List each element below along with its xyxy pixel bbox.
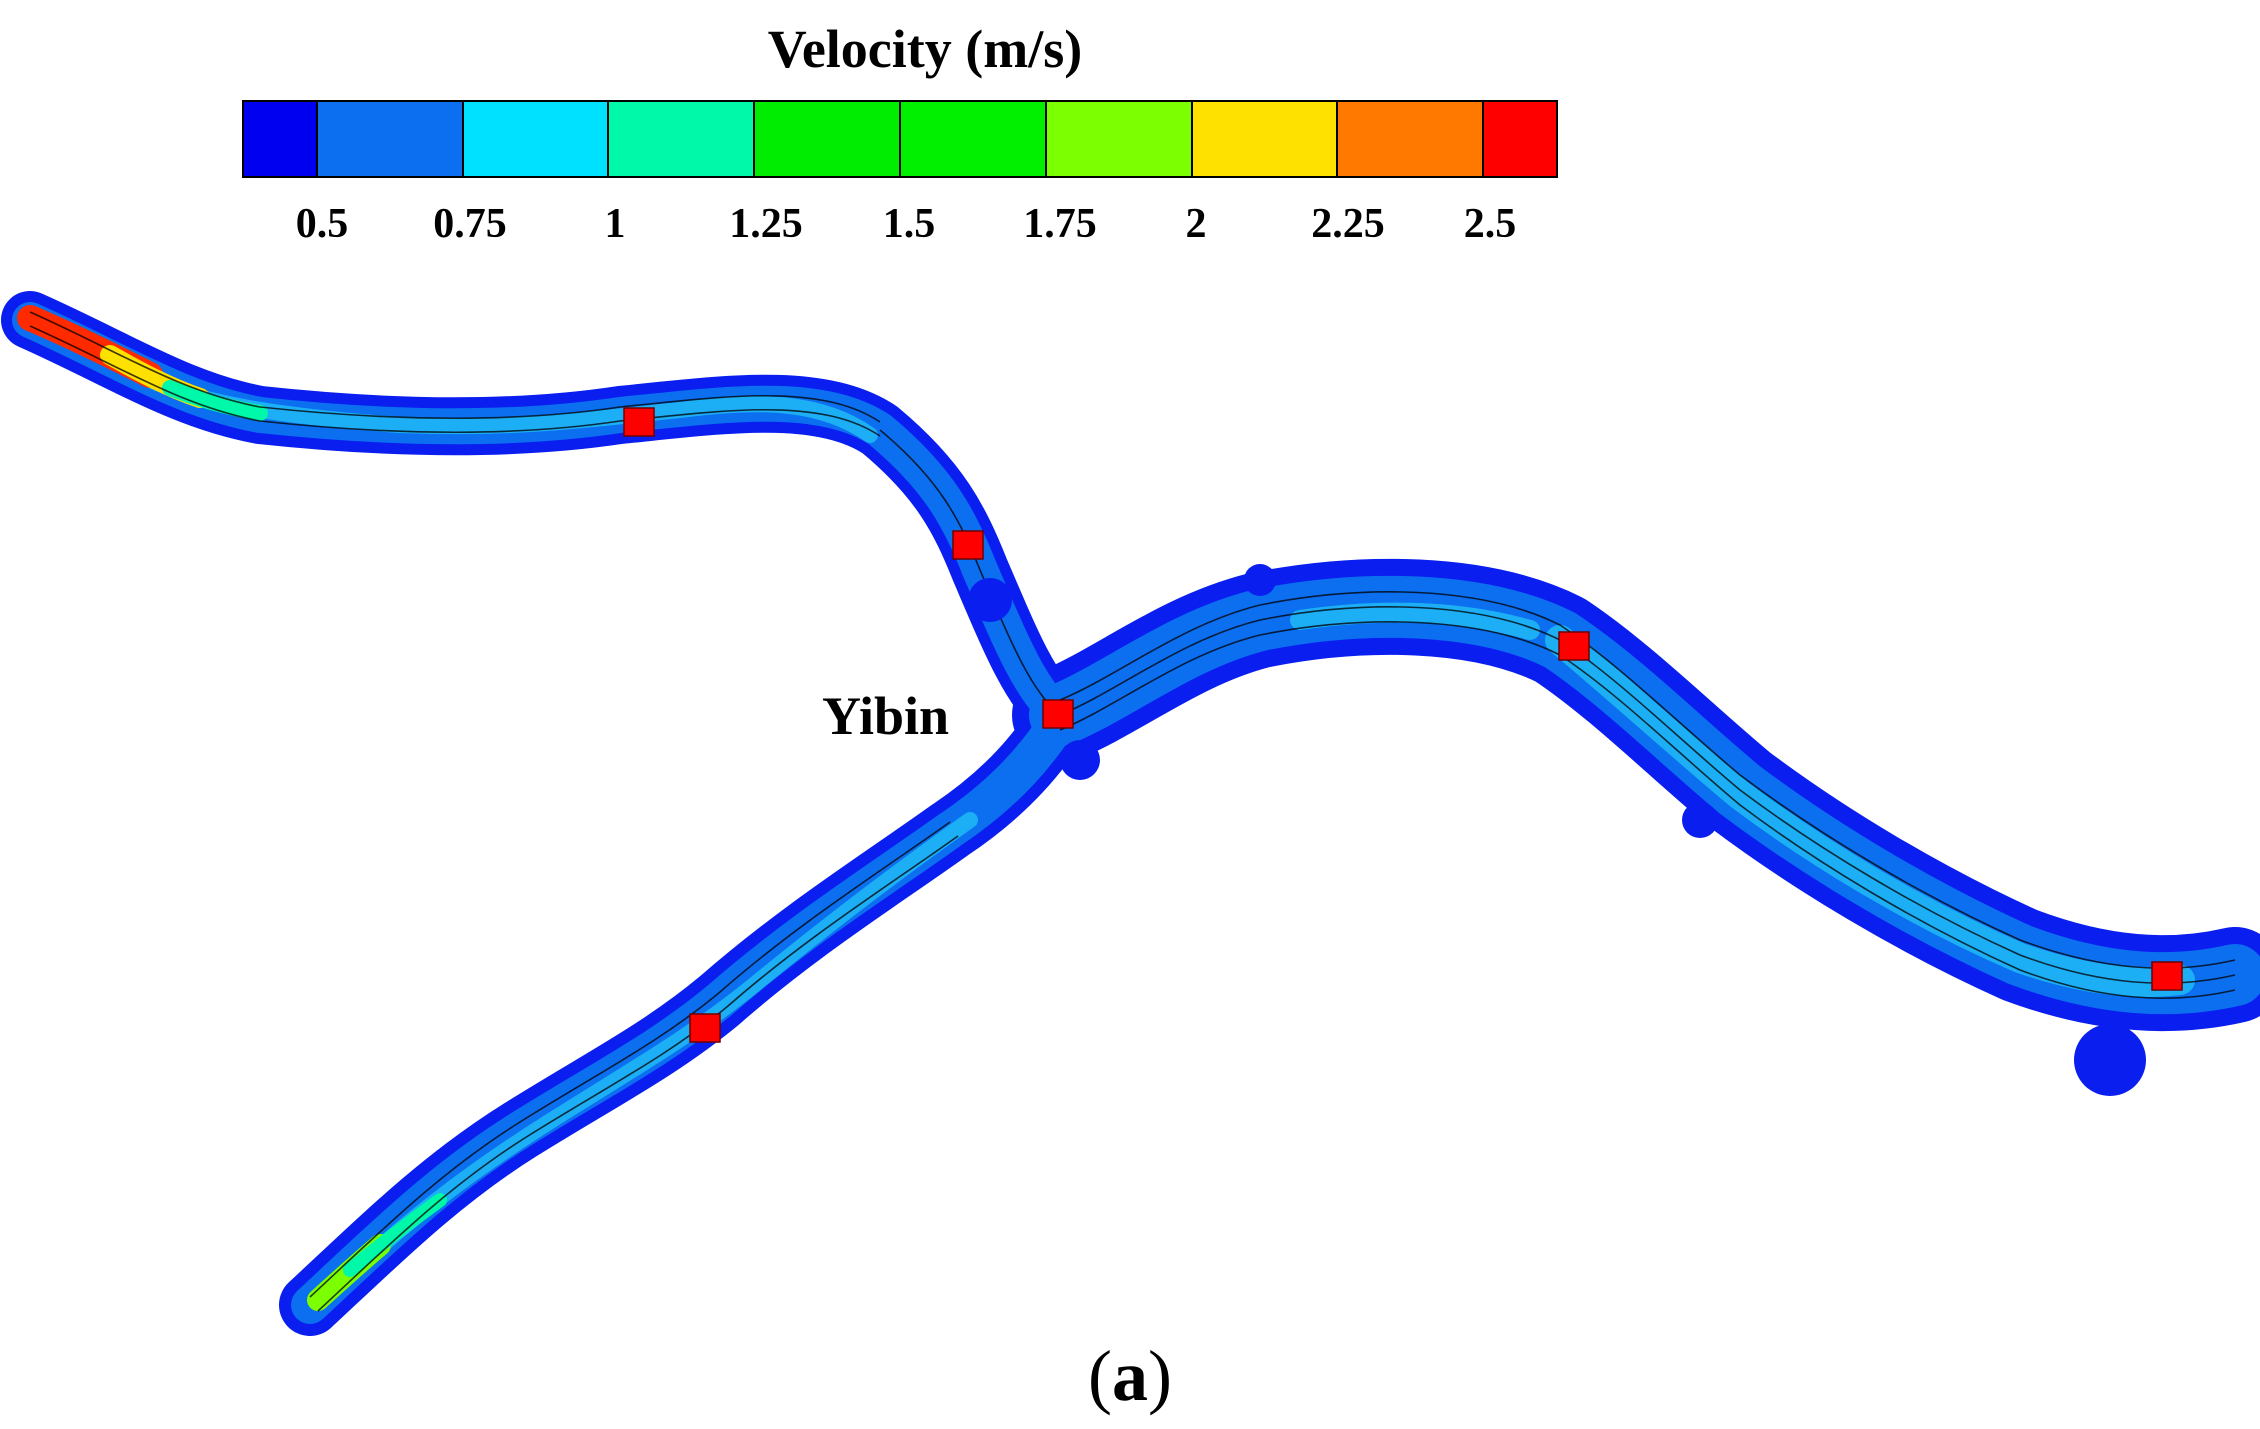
tick-label: 0.75 bbox=[433, 201, 507, 247]
colorbar-swatch bbox=[609, 102, 756, 176]
colorbar-swatch bbox=[901, 102, 1047, 176]
colorbar-swatch bbox=[1484, 102, 1557, 176]
station-marker bbox=[1042, 699, 1074, 729]
station-marker bbox=[2151, 961, 2183, 991]
flow-streamlines bbox=[29, 311, 2236, 1312]
station-marker bbox=[689, 1013, 721, 1043]
caption-close: ) bbox=[1148, 1336, 1172, 1416]
legend-title: Velocity (m/s) bbox=[767, 19, 1083, 79]
high-velocity-zones bbox=[17, 305, 447, 1311]
colorbar-swatch bbox=[317, 102, 464, 176]
tick-label: 1 bbox=[604, 201, 626, 247]
station-marker bbox=[1558, 631, 1590, 661]
colorbar-swatch bbox=[463, 102, 610, 176]
monitoring-stations bbox=[623, 407, 2183, 1043]
caption-letter: a bbox=[1112, 1336, 1148, 1416]
colorbar-swatch bbox=[244, 102, 318, 176]
velocity-colorbar bbox=[242, 100, 1558, 178]
river-middle-band bbox=[12, 302, 2260, 1324]
east-channel-outer bbox=[1012, 558, 2260, 1032]
tick-label: 1.25 bbox=[729, 201, 803, 247]
tick-label: 2.25 bbox=[1311, 201, 1385, 247]
river-bank-lobes bbox=[968, 564, 2146, 1096]
station-marker bbox=[952, 530, 984, 560]
tick-label: 0.5 bbox=[295, 201, 349, 247]
tick-label: 1.75 bbox=[1023, 201, 1097, 247]
caption-open: ( bbox=[1088, 1336, 1112, 1416]
city-label: Yibin bbox=[822, 686, 950, 746]
colorbar-swatch bbox=[755, 102, 902, 176]
river-core-band bbox=[112, 357, 2195, 1273]
tick-label: 2.5 bbox=[1463, 201, 1517, 247]
colorbar-swatch bbox=[1338, 102, 1485, 176]
figure-caption: (a) bbox=[0, 1335, 2260, 1418]
tick-label: 2 bbox=[1185, 201, 1207, 247]
colorbar-swatch bbox=[1192, 102, 1339, 176]
station-marker bbox=[623, 407, 655, 437]
colorbar-swatch bbox=[1046, 102, 1193, 176]
tick-label: 1.5 bbox=[882, 201, 936, 247]
river-outer-band bbox=[1, 291, 2260, 1336]
